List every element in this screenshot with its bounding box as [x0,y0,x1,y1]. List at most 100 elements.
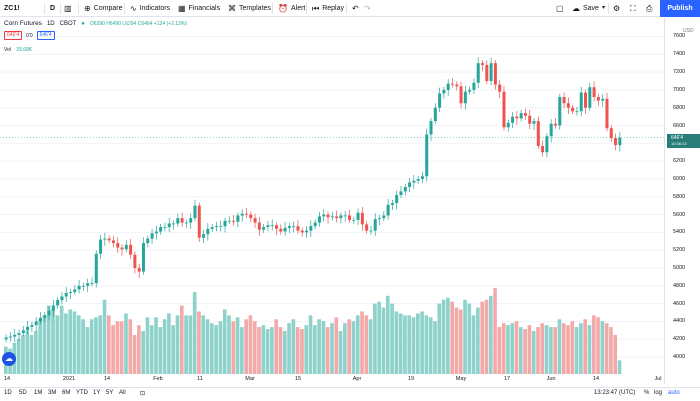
candle-body [172,223,176,225]
candle-body [549,123,553,137]
spread-label: 0'0 [26,32,33,39]
range-ytd[interactable]: YTD [76,390,88,396]
undo-button[interactable]: ↶ [352,0,359,17]
tradingview-logo-icon[interactable]: ☁ [2,352,16,366]
volume-bar [145,317,150,374]
price-tick-label: 5600 [673,211,686,218]
range-1m[interactable]: 1M [34,390,43,396]
settings-button[interactable]: ⚙ [613,0,620,17]
candle-body [360,212,364,225]
time-axis[interactable]: 14 2021 14 Feb 11 Mar 15 Apr 19 May 17 Jun 14 Jul [0,374,664,386]
goto-date-icon[interactable]: ⊡ [140,391,146,397]
volume-bar [385,295,390,374]
volume-bar [231,321,236,374]
log-toggle[interactable]: log [654,390,663,396]
range-all[interactable]: All [119,390,126,396]
candle-body [390,203,394,205]
candle-body [450,83,454,85]
volume-bar [330,323,334,374]
layout-button[interactable]: ▢ [556,0,564,17]
candle-body [408,182,412,187]
candle-body [343,215,347,217]
price-tick-label: 7600 [673,33,686,40]
volume-bar [68,309,73,374]
price-chart[interactable] [0,18,664,384]
volume-bar [51,309,55,374]
volume-bar [394,311,399,374]
candle-body [296,226,300,231]
price-axis[interactable]: USD 760074007200700068006600640062006000… [664,18,700,384]
volume-bar [81,319,85,374]
volume-bar [210,323,214,374]
volume-bar [261,325,266,374]
candle-body [159,227,163,232]
candle-body [566,103,570,108]
volume-bar [347,319,351,374]
candle-body [21,330,25,334]
volume-bar [188,315,193,374]
cloud-icon: ☁ [572,4,580,13]
candle-body [180,218,184,223]
auto-toggle[interactable]: auto [668,390,680,396]
range-1y[interactable]: 1Y [93,390,101,396]
candle-body [446,83,450,90]
range-5y[interactable]: 5Y [106,390,114,396]
candle-body [116,243,120,248]
candle-body [292,226,296,227]
range-1d[interactable]: 1D [4,390,12,396]
volume-bar [72,311,77,374]
candle-body [17,333,21,335]
compare-label: Compare [93,5,123,12]
candle-body [64,292,68,297]
financials-button[interactable]: ▦ Financials [178,0,220,17]
candle-body [386,204,390,216]
candle-body [588,87,592,108]
volume-bar [119,321,124,374]
percent-toggle[interactable]: % [644,390,650,396]
candle-body [275,225,279,229]
candle-body [141,243,145,272]
candle-body [262,227,266,230]
volume-bar [201,315,206,374]
snapshot-button[interactable]: ⎙ [646,0,652,17]
volume-bar [94,317,98,374]
candle-body [103,238,107,240]
range-6m[interactable]: 6M [62,390,71,396]
volume-bar [484,299,489,374]
volume-bar [278,327,283,374]
candle-body [244,213,248,215]
volume-bar [476,307,480,374]
symbol-search-button[interactable]: ZC1! [4,0,20,17]
camera-icon: ⎙ [646,4,653,13]
compare-button[interactable]: ⊕ Compare [84,0,123,17]
templates-button[interactable]: ⌘ Templates [228,0,271,17]
time-tick-label: 11 [197,376,203,382]
candle-body [249,214,253,219]
save-button[interactable]: ☁ Save ▾ [572,0,605,17]
interval-button[interactable]: D [50,0,55,17]
save-label: Save [583,5,599,12]
publish-button[interactable]: Publish [660,0,700,17]
price-tick-label: 6600 [673,122,686,129]
candle-body [47,310,51,316]
range-5d[interactable]: 5D [19,390,27,396]
utc-clock[interactable]: 13:23:47 (UTC) [594,390,636,396]
volume-bar [338,331,343,374]
replay-button[interactable]: ⏮ Replay [312,0,344,17]
alert-button[interactable]: ⏰ Alert [278,0,305,17]
volume-bar [355,315,360,374]
buy-price-badge[interactable]: 646'4 [36,31,55,40]
volume-bar [34,331,38,374]
candle-body [184,222,188,224]
indicators-button[interactable]: ∿ Indicators [130,0,170,17]
volume-bar [313,325,317,374]
fullscreen-button[interactable]: ⛶ [630,0,636,17]
alert-label: Alert [290,5,306,12]
candle-body [493,63,497,85]
redo-button[interactable]: ↷ [364,0,371,17]
candle-body [511,116,515,123]
candle-body [189,218,193,223]
chart-type-button[interactable]: ▥ [64,0,72,17]
sell-price-badge[interactable]: 646'4 [4,31,23,40]
range-3m[interactable]: 3M [48,390,57,396]
